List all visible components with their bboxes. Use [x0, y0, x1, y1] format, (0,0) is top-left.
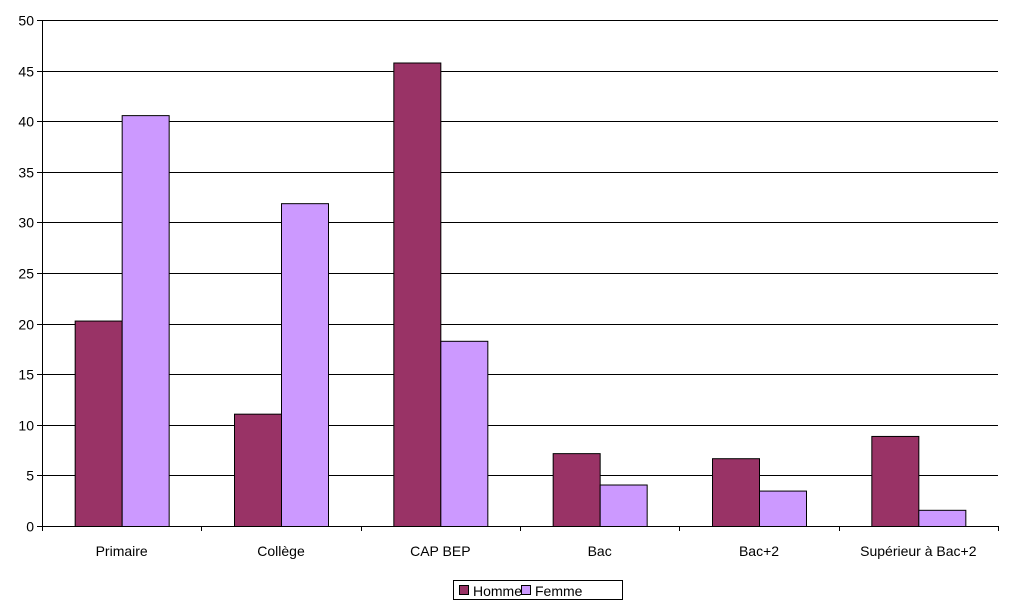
y-tick-label: 10 — [18, 418, 34, 434]
gridlines — [42, 20, 998, 476]
bar-homme-0 — [74, 320, 123, 527]
x-tick-label: Primaire — [96, 543, 148, 559]
bar-femme-4 — [759, 490, 807, 527]
bar-femme-1 — [281, 203, 329, 527]
bar-femme-2 — [440, 340, 489, 527]
x-tick-label: Bac — [588, 543, 612, 559]
bar-homme-1 — [234, 413, 282, 527]
bar-homme-5 — [871, 435, 920, 528]
legend-swatch-homme — [459, 585, 469, 595]
bar-femme-0 — [121, 115, 170, 528]
y-tick-label: 40 — [18, 114, 34, 130]
y-tick-label: 25 — [18, 266, 34, 282]
y-tick-label: 30 — [18, 215, 34, 231]
y-tick-label: 45 — [18, 64, 34, 80]
x-tick-label: Supérieur à Bac+2 — [860, 543, 977, 559]
bars — [74, 62, 967, 528]
y-tick-label: 0 — [26, 519, 34, 535]
y-tick-label: 20 — [18, 317, 34, 333]
bar-homme-2 — [393, 62, 442, 528]
y-tick-label: 35 — [18, 165, 34, 181]
bar-femme-5 — [918, 509, 967, 528]
bar-femme-3 — [599, 484, 648, 527]
x-tick-label: CAP BEP — [410, 543, 470, 559]
y-tick-label: 15 — [18, 367, 34, 383]
legend-label-homme: Homme — [473, 583, 522, 599]
x-tick-label: Bac+2 — [739, 543, 779, 559]
bar-homme-4 — [712, 458, 760, 528]
y-tick-label: 5 — [26, 468, 34, 484]
x-tick-label: Collège — [257, 543, 305, 559]
axes: 0 5 10 15 20 25 30 35 40 45 50 Primaire Collège CAP B… — [18, 13, 999, 559]
legend-label-femme: Femme — [535, 583, 583, 599]
legend: Homme Femme — [453, 580, 623, 600]
legend-swatch-femme — [521, 585, 531, 595]
y-tick-label: 50 — [18, 13, 34, 29]
bar-homme-3 — [552, 453, 601, 527]
